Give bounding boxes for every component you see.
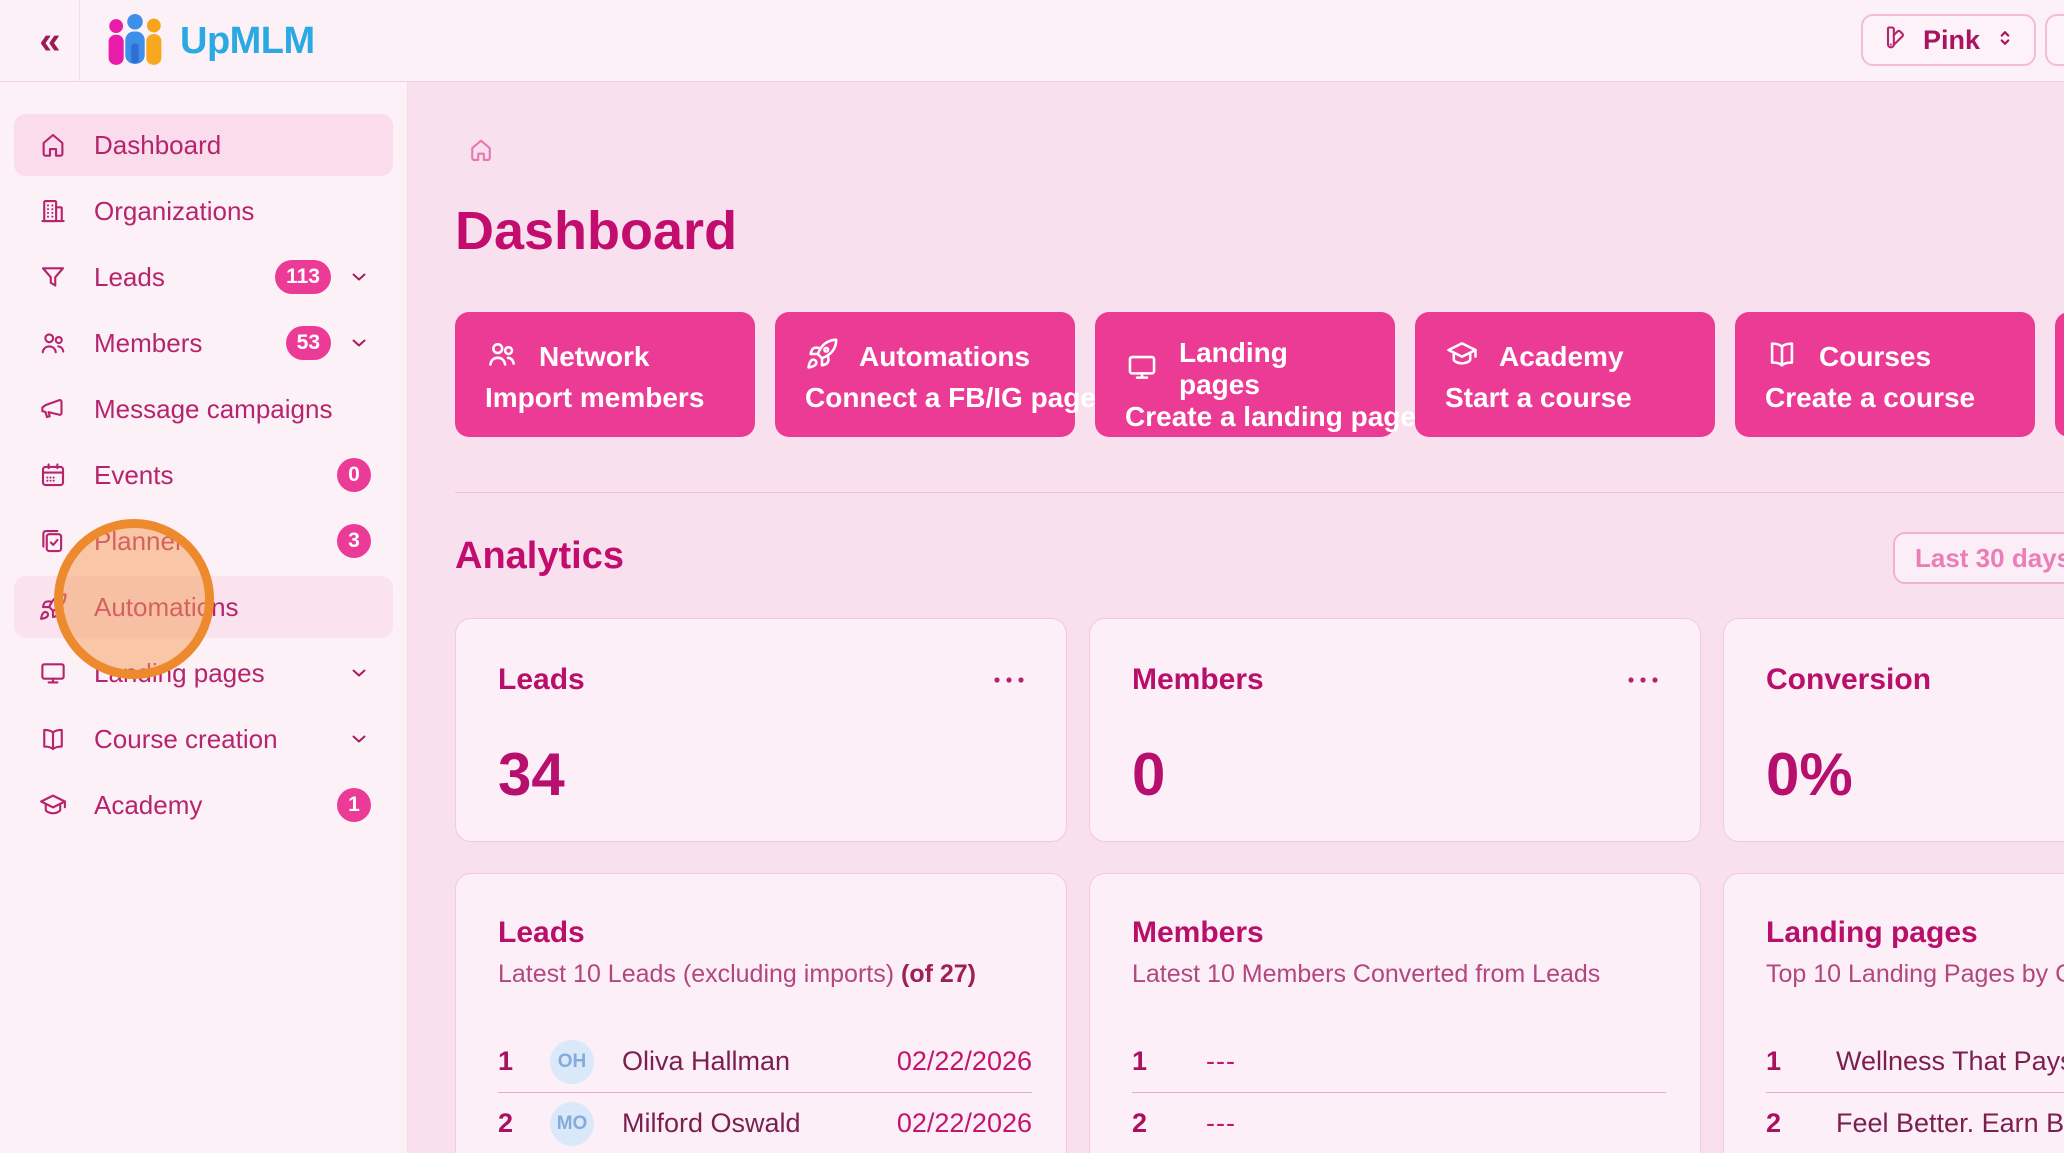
sidebar-item-academy[interactable]: Academy 1 — [14, 774, 393, 836]
sidebar-item-leads[interactable]: Leads 113 — [14, 246, 393, 308]
main-content: Dashboard Network Import members Automat… — [408, 82, 2064, 1153]
users-icon — [485, 337, 519, 376]
chevron-down-icon[interactable] — [347, 265, 371, 289]
theme-name: Pink — [1922, 24, 1980, 55]
members-list-card: Members Latest 10 Members Converted from… — [1089, 873, 1701, 1153]
lead-list-item[interactable]: 1 OH Oliva Hallman 02/22/2026 — [498, 1031, 1032, 1093]
leads-stat-value: 34 — [498, 741, 565, 808]
book-open-icon — [38, 724, 68, 754]
ellipsis-menu-button[interactable] — [1626, 670, 1660, 690]
conversion-stat-value: 0% — [1766, 741, 1853, 808]
stat-card-conversion: Conversion 0% — [1723, 618, 2064, 842]
chevron-down-icon[interactable] — [347, 661, 371, 685]
avatar: MO — [550, 1101, 594, 1146]
ellipsis-menu-button[interactable] — [992, 670, 1026, 690]
sidebar-item-members[interactable]: Members 53 — [14, 312, 393, 374]
building-icon — [38, 196, 68, 226]
quick-actions-row: Network Import members Automations Conne… — [455, 312, 2064, 437]
app-logo[interactable]: UpMLM — [104, 11, 315, 72]
sidebar-item-landing-pages[interactable]: Landing pages — [14, 642, 393, 704]
leads-count-badge: 113 — [275, 260, 331, 294]
members-count-badge: 53 — [285, 326, 331, 360]
monitor-icon — [1125, 350, 1159, 389]
graduation-cap-icon — [38, 790, 68, 820]
logo-people-icon — [104, 11, 166, 72]
quick-action-landing-pages[interactable]: Landing pages Create a landing page — [1095, 312, 1416, 437]
rocket-icon — [38, 592, 68, 622]
funnel-icon — [38, 262, 68, 292]
quick-action-network[interactable]: Network Import members — [455, 312, 755, 437]
date-range-selector[interactable]: Last 30 days 01/2 — [1893, 532, 2064, 584]
sidebar-item-planner[interactable]: Planner 3 — [14, 510, 393, 572]
quick-action-courses[interactable]: Courses Create a course — [1735, 312, 2035, 437]
rocket-icon — [805, 337, 839, 376]
quick-action-automations[interactable]: Automations Connect a FB/IG page — [775, 312, 1096, 437]
events-count-badge: 0 — [337, 458, 371, 492]
planner-count-badge: 3 — [337, 524, 371, 558]
sidebar-item-dashboard[interactable]: Dashboard — [14, 114, 393, 176]
section-divider — [455, 492, 2064, 493]
header-secondary-button[interactable] — [2045, 14, 2064, 66]
megaphone-icon — [38, 394, 68, 424]
leads-list-card: Leads Latest 10 Leads (excluding imports… — [455, 873, 1067, 1153]
landing-pages-list-card: Landing pages Top 10 Landing Pages by Co… — [1723, 873, 2064, 1153]
app-name: UpMLM — [180, 20, 315, 62]
stat-card-leads: Leads 34 — [455, 618, 1067, 842]
sidebar-item-message-campaigns[interactable]: Message campaigns — [14, 378, 393, 440]
sidebar-item-organizations[interactable]: Organizations — [14, 180, 393, 242]
header-divider — [79, 0, 80, 82]
book-open-icon — [1765, 337, 1799, 376]
avatar: OH — [550, 1039, 594, 1084]
quick-action-partial[interactable]: C — [2055, 312, 2064, 437]
member-list-item[interactable]: 1 --- — [1132, 1031, 1666, 1093]
stat-card-members: Members 0 — [1089, 618, 1701, 842]
swatch-book-icon — [1881, 24, 1909, 57]
calendar-icon — [38, 460, 68, 490]
home-icon — [38, 130, 68, 160]
chevron-down-icon[interactable] — [347, 727, 371, 751]
sidebar-item-events[interactable]: Events 0 — [14, 444, 393, 506]
clipboard-check-icon — [38, 526, 68, 556]
analytics-heading: Analytics — [455, 535, 624, 577]
breadcrumb-home-icon[interactable] — [467, 136, 495, 164]
member-list-item[interactable]: 2 --- — [1132, 1093, 1666, 1153]
landing-page-list-item[interactable]: 2 Feel Better. Earn Better. — [1766, 1093, 2064, 1153]
academy-count-badge: 1 — [337, 788, 371, 822]
landing-page-list-item[interactable]: 1 Wellness That Pays You Back — [1766, 1031, 2064, 1093]
double-chevron-left-icon: « — [39, 19, 61, 62]
quick-action-academy[interactable]: Academy Start a course — [1415, 312, 1715, 437]
sidebar-collapse-button[interactable]: « — [22, 0, 78, 82]
page-title: Dashboard — [455, 201, 738, 261]
chevrons-up-down-icon — [1994, 27, 2016, 54]
chevron-down-icon[interactable] — [347, 331, 371, 355]
sidebar-item-course-creation[interactable]: Course creation — [14, 708, 393, 770]
theme-selector-button[interactable]: Pink — [1860, 14, 2036, 66]
lead-list-item[interactable]: 2 MO Milford Oswald 02/22/2026 — [498, 1093, 1032, 1153]
sidebar-item-automations[interactable]: Automations — [14, 576, 393, 638]
monitor-icon — [38, 658, 68, 688]
graduation-cap-icon — [1445, 337, 1479, 376]
top-header: « UpMLM Pink — [0, 0, 2064, 82]
sidebar-nav: Dashboard Organizations Leads 113 Member… — [0, 82, 408, 1153]
members-stat-value: 0 — [1132, 741, 1166, 808]
users-icon — [38, 328, 68, 358]
